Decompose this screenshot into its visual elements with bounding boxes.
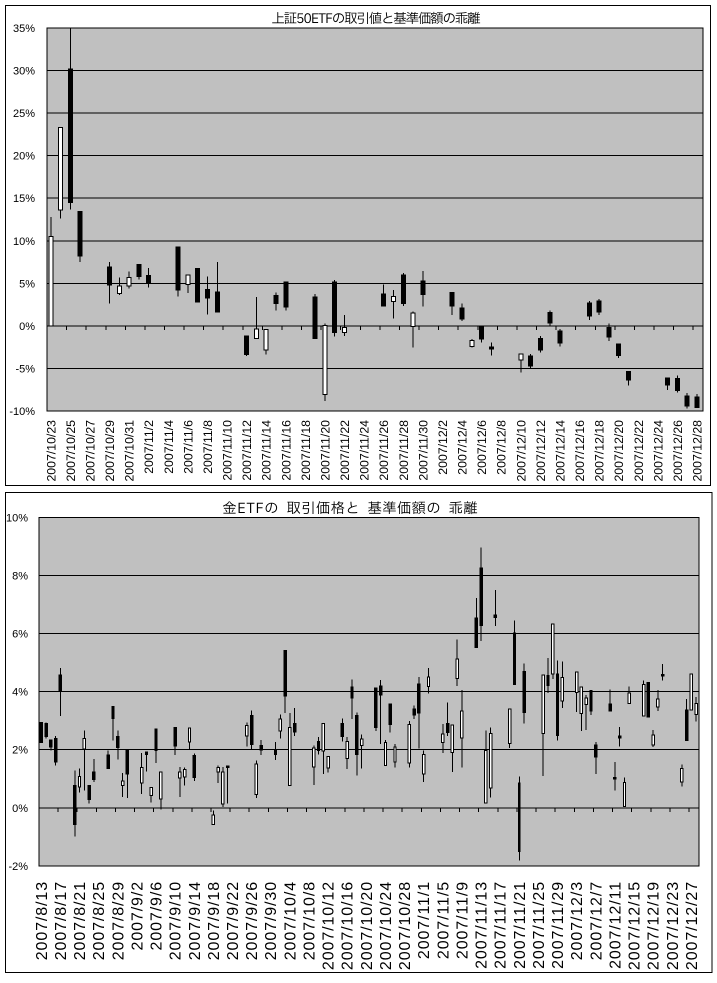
svg-text:2007/10/23: 2007/10/23 bbox=[44, 420, 58, 482]
svg-text:2007/9/18: 2007/9/18 bbox=[206, 881, 223, 960]
svg-text:2007/11/28: 2007/11/28 bbox=[397, 420, 411, 481]
svg-text:2007/12/19: 2007/12/19 bbox=[646, 881, 663, 970]
svg-text:2007/12/10: 2007/12/10 bbox=[514, 420, 528, 482]
svg-text:2007/12/8: 2007/12/8 bbox=[495, 420, 509, 475]
svg-text:2007/11/22: 2007/11/22 bbox=[338, 420, 352, 481]
svg-text:2007/11/12: 2007/11/12 bbox=[240, 420, 254, 481]
svg-text:2007/12/18: 2007/12/18 bbox=[593, 420, 607, 482]
svg-text:2007/11/14: 2007/11/14 bbox=[260, 420, 274, 481]
svg-text:2007/10/29: 2007/10/29 bbox=[103, 420, 117, 482]
svg-text:2007/8/17: 2007/8/17 bbox=[53, 881, 70, 960]
svg-text:2007/12/11: 2007/12/11 bbox=[607, 881, 624, 969]
svg-text:15%: 15% bbox=[13, 193, 35, 205]
svg-text:2007/11/20: 2007/11/20 bbox=[318, 420, 332, 481]
svg-text:2007/10/20: 2007/10/20 bbox=[359, 881, 376, 970]
svg-text:2007/11/24: 2007/11/24 bbox=[358, 420, 372, 481]
svg-text:0%: 0% bbox=[12, 803, 28, 815]
svg-text:8%: 8% bbox=[12, 570, 28, 582]
svg-text:2007/11/2: 2007/11/2 bbox=[142, 420, 156, 474]
svg-text:2007/12/16: 2007/12/16 bbox=[573, 420, 587, 482]
svg-text:2007/12/27: 2007/12/27 bbox=[684, 881, 701, 970]
svg-text:2007/10/27: 2007/10/27 bbox=[83, 420, 97, 482]
svg-text:2007/8/21: 2007/8/21 bbox=[72, 881, 89, 960]
svg-text:25%: 25% bbox=[13, 108, 35, 120]
svg-text:2007/10/31: 2007/10/31 bbox=[123, 420, 137, 482]
svg-text:2007/12/6: 2007/12/6 bbox=[475, 420, 489, 475]
svg-text:-5%: -5% bbox=[15, 363, 35, 375]
svg-text:2007/11/30: 2007/11/30 bbox=[416, 420, 430, 481]
svg-text:2007/9/22: 2007/9/22 bbox=[225, 881, 242, 960]
svg-text:2007/12/23: 2007/12/23 bbox=[665, 881, 682, 970]
svg-text:6%: 6% bbox=[12, 629, 28, 641]
svg-text:2007/12/20: 2007/12/20 bbox=[612, 420, 626, 482]
svg-text:2007/12/12: 2007/12/12 bbox=[534, 420, 548, 482]
svg-text:2007/12/28: 2007/12/28 bbox=[691, 420, 705, 482]
svg-text:2007/9/14: 2007/9/14 bbox=[187, 881, 204, 960]
svg-text:2007/12/26: 2007/12/26 bbox=[671, 420, 685, 482]
svg-text:2007/11/18: 2007/11/18 bbox=[299, 420, 313, 481]
svg-text:2007/11/17: 2007/11/17 bbox=[493, 881, 510, 969]
svg-text:2007/10/12: 2007/10/12 bbox=[321, 881, 338, 970]
svg-text:2007/11/16: 2007/11/16 bbox=[279, 420, 293, 481]
svg-text:2007/8/29: 2007/8/29 bbox=[110, 881, 127, 960]
svg-text:35%: 35% bbox=[13, 23, 35, 35]
svg-text:2%: 2% bbox=[12, 745, 28, 757]
svg-text:2007/12/14: 2007/12/14 bbox=[553, 420, 567, 482]
svg-text:2007/11/6: 2007/11/6 bbox=[181, 420, 195, 474]
svg-text:2007/11/5: 2007/11/5 bbox=[435, 881, 452, 959]
svg-text:30%: 30% bbox=[13, 66, 35, 78]
svg-text:4%: 4% bbox=[12, 687, 28, 699]
svg-text:2007/11/26: 2007/11/26 bbox=[377, 420, 391, 481]
svg-text:2007/11/29: 2007/11/29 bbox=[550, 881, 567, 969]
svg-text:2007/11/13: 2007/11/13 bbox=[474, 881, 491, 969]
svg-text:2007/12/4: 2007/12/4 bbox=[456, 420, 470, 475]
svg-text:2007/12/2: 2007/12/2 bbox=[436, 420, 450, 475]
svg-text:2007/12/22: 2007/12/22 bbox=[632, 420, 646, 482]
svg-text:0%: 0% bbox=[19, 321, 35, 333]
svg-text:2007/12/24: 2007/12/24 bbox=[651, 420, 665, 482]
svg-text:2007/12/15: 2007/12/15 bbox=[627, 881, 644, 970]
svg-text:10%: 10% bbox=[13, 236, 35, 248]
svg-text:20%: 20% bbox=[13, 151, 35, 163]
svg-text:2007/11/8: 2007/11/8 bbox=[201, 420, 215, 474]
svg-text:2007/11/25: 2007/11/25 bbox=[531, 881, 548, 969]
svg-text:-10%: -10% bbox=[9, 406, 35, 418]
svg-text:2007/9/10: 2007/9/10 bbox=[168, 881, 185, 960]
svg-text:10%: 10% bbox=[6, 512, 28, 524]
svg-text:2007/11/21: 2007/11/21 bbox=[512, 881, 529, 969]
svg-text:2007/12/3: 2007/12/3 bbox=[569, 881, 586, 960]
svg-text:2007/10/25: 2007/10/25 bbox=[64, 420, 78, 482]
svg-text:2007/12/7: 2007/12/7 bbox=[588, 881, 605, 960]
svg-text:2007/9/30: 2007/9/30 bbox=[263, 881, 280, 960]
svg-text:2007/11/10: 2007/11/10 bbox=[221, 420, 235, 481]
svg-text:2007/10/28: 2007/10/28 bbox=[397, 881, 414, 970]
svg-text:2007/8/25: 2007/8/25 bbox=[91, 881, 108, 960]
svg-text:2007/10/24: 2007/10/24 bbox=[378, 881, 395, 970]
svg-text:2007/11/4: 2007/11/4 bbox=[162, 420, 176, 474]
svg-text:2007/8/13: 2007/8/13 bbox=[34, 881, 51, 960]
svg-text:2007/10/16: 2007/10/16 bbox=[340, 881, 357, 970]
svg-text:2007/9/2: 2007/9/2 bbox=[129, 881, 146, 950]
svg-text:2007/11/9: 2007/11/9 bbox=[454, 881, 471, 959]
svg-text:2007/9/6: 2007/9/6 bbox=[149, 881, 166, 950]
svg-text:2007/9/26: 2007/9/26 bbox=[244, 881, 261, 960]
svg-text:-2%: -2% bbox=[8, 861, 28, 873]
svg-text:2007/11/1: 2007/11/1 bbox=[416, 881, 433, 959]
svg-text:2007/10/4: 2007/10/4 bbox=[282, 881, 299, 960]
svg-text:5%: 5% bbox=[19, 278, 35, 290]
svg-text:2007/10/8: 2007/10/8 bbox=[301, 881, 318, 960]
